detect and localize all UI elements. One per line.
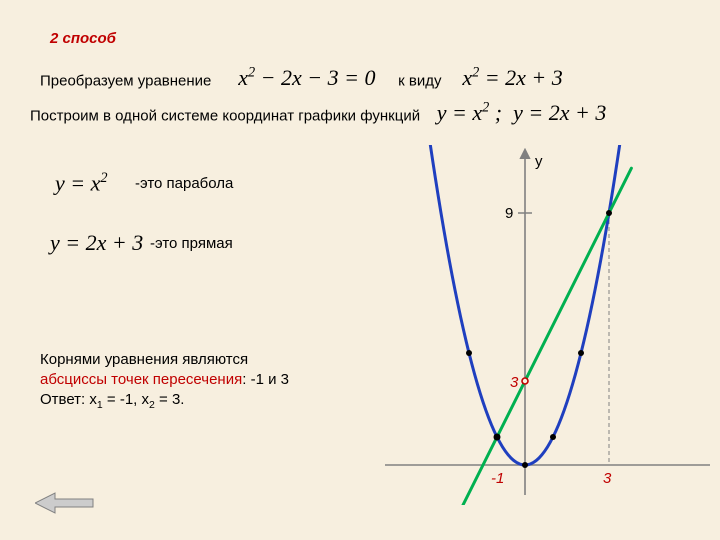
- svg-text:3: 3: [510, 374, 519, 391]
- answer-block: Корнями уравнения являются абсциссы точе…: [40, 350, 289, 415]
- eq-parabola: y = x2: [55, 170, 108, 196]
- svg-text:y: y: [535, 153, 543, 170]
- coordinate-chart: xy93-13: [370, 145, 710, 505]
- eq-rearranged: x2 = 2x + 3: [462, 65, 562, 90]
- eq-original: x2 − 2x − 3 = 0: [232, 65, 381, 90]
- answer-highlight: абсциссы точек пересечения: [40, 371, 242, 388]
- build-text: Построим в одной системе координат графи…: [30, 107, 420, 124]
- arrow-left-icon: [35, 491, 95, 515]
- svg-text:3: 3: [603, 470, 612, 487]
- answer-l2b: : -1 и 3: [242, 371, 289, 388]
- prev-arrow-button[interactable]: [35, 491, 95, 515]
- svg-text:9: 9: [505, 205, 513, 222]
- build-line: Построим в одной системе координат графи…: [30, 100, 606, 126]
- answer-l3: Ответ: x1 = -1, x2 = 3.: [40, 390, 289, 415]
- transform-text-b: к виду: [398, 72, 441, 89]
- slide: 2 способ Преобразуем уравнение x2 − 2x −…: [0, 0, 720, 540]
- answer-l2: абсциссы точек пересечения: -1 и 3: [40, 370, 289, 390]
- line-note: -это прямая: [150, 235, 233, 252]
- answer-l1: Корнями уравнения являются: [40, 350, 289, 370]
- svg-text:-1: -1: [491, 470, 504, 487]
- transform-line: Преобразуем уравнение x2 − 2x − 3 = 0 к …: [40, 65, 563, 91]
- eq-both: y = x2 ; y = 2x + 3: [437, 100, 607, 125]
- eq-line: y = 2x + 3: [50, 230, 143, 256]
- method-heading: 2 способ: [50, 30, 116, 47]
- transform-text-a: Преобразуем уравнение: [40, 72, 211, 89]
- parabola-note: -это парабола: [135, 175, 233, 192]
